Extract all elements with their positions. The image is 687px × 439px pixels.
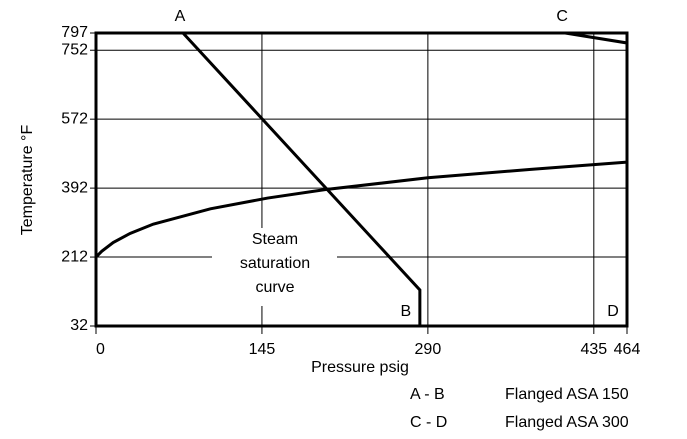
point-label: B <box>401 303 412 320</box>
point-label: D <box>607 303 619 320</box>
data-line <box>181 31 422 326</box>
x-axis-title: Pressure psig <box>311 359 409 376</box>
data-line <box>564 31 629 326</box>
y-tick-label: 572 <box>61 110 88 127</box>
y-tick-label: 212 <box>61 248 88 265</box>
x-tick-label: 290 <box>415 341 442 358</box>
y-tick-label: 392 <box>61 179 88 196</box>
legend-label: Flanged ASA 150 <box>505 386 629 403</box>
curve-label: saturation <box>240 255 310 272</box>
legend-key: C - D <box>410 414 447 431</box>
x-tick-label: 435 <box>580 341 607 358</box>
plot-frame <box>94 31 629 328</box>
x-tick-label: 145 <box>249 341 276 358</box>
point-label: C <box>556 8 568 25</box>
point-label: A <box>175 8 186 25</box>
curve-label: Steam <box>252 231 298 248</box>
x-tick-label: 0 <box>96 341 105 358</box>
y-tick-label: 797 <box>61 24 88 41</box>
legend-label: Flanged ASA 300 <box>505 414 629 431</box>
label-background <box>212 228 337 306</box>
y-axis-title: Temperature °F <box>19 125 36 236</box>
y-tick-label: 752 <box>61 41 88 58</box>
data-line <box>94 160 628 259</box>
legend-key: A - B <box>410 386 445 403</box>
y-tick-label: 32 <box>70 317 88 334</box>
x-tick-label: 464 <box>614 341 641 358</box>
curve-label: curve <box>255 279 294 296</box>
